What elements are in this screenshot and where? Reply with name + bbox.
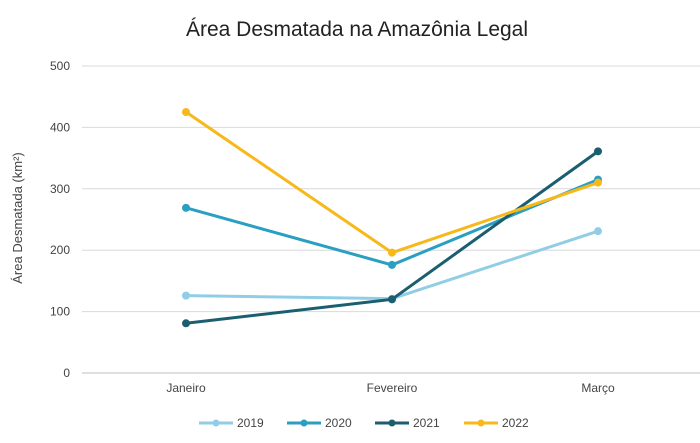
legend-marker <box>388 419 396 427</box>
legend-item: 2020 <box>287 416 352 430</box>
legend-item: 2022 <box>464 416 529 430</box>
series-2022 <box>182 108 602 257</box>
legend-label: 2019 <box>237 416 264 430</box>
legend: 2019 2020 2021 2022 <box>199 416 529 430</box>
y-tick-label: 200 <box>50 243 70 257</box>
data-point <box>388 248 396 257</box>
legend-label: 2022 <box>502 416 529 430</box>
y-tick-labels: 0 100 200 300 400 500 <box>50 59 70 380</box>
x-tick-label: Março <box>581 381 615 395</box>
data-point <box>594 227 602 236</box>
series-lines <box>182 108 602 328</box>
y-tick-label: 400 <box>50 120 70 134</box>
data-point <box>388 260 396 269</box>
legend-marker <box>212 419 220 427</box>
legend-label: 2021 <box>413 416 440 430</box>
legend-item: 2019 <box>199 416 264 430</box>
y-tick-label: 0 <box>63 366 70 380</box>
legend-label: 2020 <box>325 416 352 430</box>
y-axis-label: Área Desmatada (km²) <box>10 152 25 283</box>
data-point <box>594 178 602 187</box>
data-point <box>594 147 602 156</box>
series-line <box>184 110 600 255</box>
data-point <box>182 319 190 328</box>
x-tick-label: Fevereiro <box>367 381 418 395</box>
data-point <box>388 295 396 304</box>
chart-title: Área Desmatada na Amazônia Legal <box>186 18 528 41</box>
data-point <box>182 203 190 212</box>
y-tick-label: 100 <box>50 305 70 319</box>
data-point <box>182 291 190 300</box>
data-point <box>182 108 190 117</box>
y-tick-label: 500 <box>50 59 70 73</box>
y-tick-label: 300 <box>50 182 70 196</box>
series-2021 <box>182 147 602 328</box>
legend-marker <box>477 419 485 427</box>
gridlines <box>82 65 700 374</box>
x-tick-label: Janeiro <box>166 381 206 395</box>
x-tick-labels: Janeiro Fevereiro Março <box>166 381 615 395</box>
legend-item: 2021 <box>375 416 440 430</box>
legend-marker <box>300 419 308 427</box>
